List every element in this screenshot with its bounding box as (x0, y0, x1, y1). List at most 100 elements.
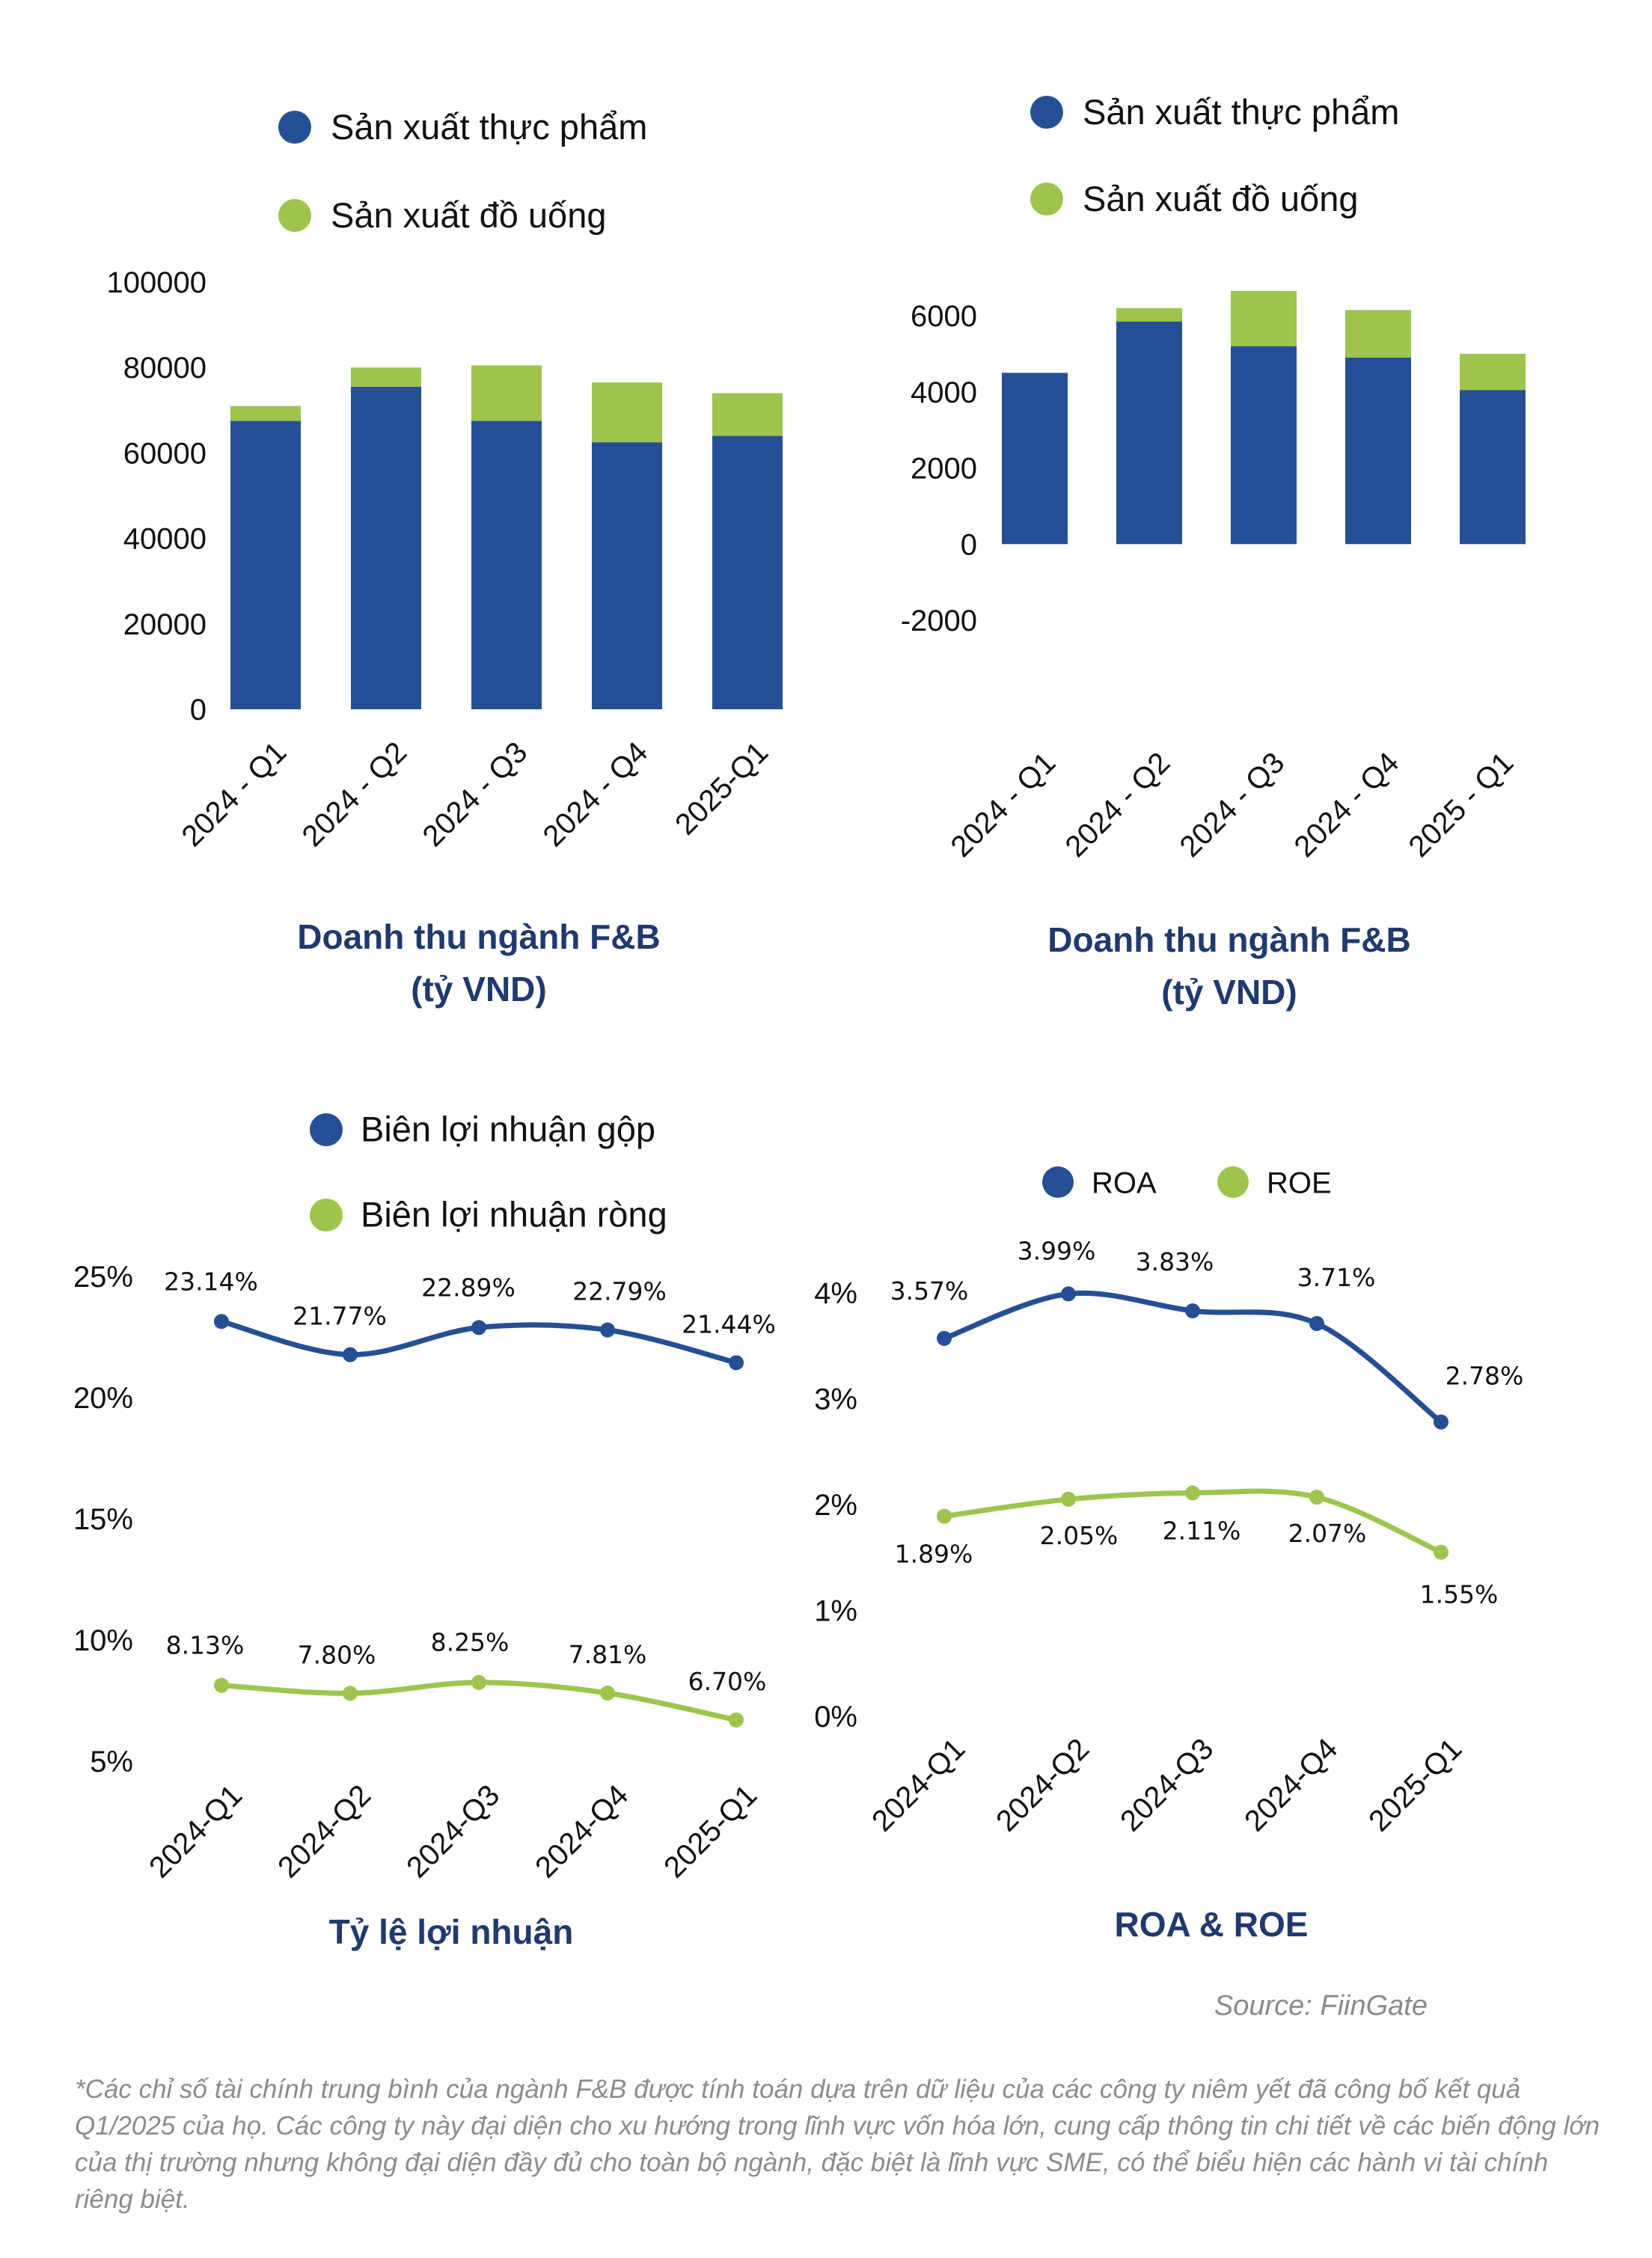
bar-beverage-5 (712, 393, 783, 436)
legend-marker-beverage (278, 199, 311, 232)
y-tick-label: 5% (90, 1745, 133, 1778)
y-tick-label: 4000 (911, 376, 977, 409)
data-point-roe (937, 1508, 952, 1524)
data-label-roa: 3.83% (1136, 1247, 1214, 1276)
food-beverage-revenue-chart-right: Sản xuất thực phẩm Sản xuất đồ uống -2000 0… (901, 92, 1526, 1012)
data-label-gross-margin: 22.89% (421, 1273, 516, 1302)
bar-food-4 (1345, 357, 1411, 545)
bar-beverage-2 (1116, 308, 1182, 322)
bar-food-3 (471, 420, 542, 709)
food-beverage-revenue-chart-left: Sản xuất thực phẩm Sản xuất đồ uống 0 20000… (107, 107, 783, 1009)
x-tick-label: 2025-Q1 (1362, 1732, 1468, 1838)
y-tick-label: -2000 (901, 605, 977, 637)
legend-marker-food (1030, 96, 1063, 129)
data-point-gross-margin (214, 1314, 229, 1330)
chart-subtitle: (tỷ VND) (411, 970, 546, 1009)
data-label-net-margin: 6.70% (688, 1667, 767, 1696)
legend-label-food: Sản xuất thực phẩm (1083, 92, 1399, 132)
data-point-roa (1434, 1414, 1448, 1430)
data-point-roe (1434, 1544, 1448, 1560)
legend-marker-food (278, 111, 311, 144)
bar-beverage-3 (1231, 290, 1297, 346)
bar-food-5 (1460, 390, 1526, 545)
bar-beverage-4 (1345, 310, 1411, 358)
bar-beverage-3 (471, 365, 542, 421)
bar-food-5 (712, 435, 783, 709)
bar-food-2 (351, 386, 421, 709)
y-tick-label: 3% (814, 1383, 857, 1416)
y-tick-label: 4% (814, 1277, 857, 1310)
legend-label-food: Sản xuất thực phẩm (331, 107, 647, 147)
roa-roe-chart: ROA ROE 0% 1% 2% 3% 4% 3.57% 3.99% 3.83% 3.71% 2.78… (814, 1166, 1523, 1944)
legend-marker-roe (1217, 1166, 1249, 1198)
y-tick-label: 2% (814, 1489, 857, 1522)
data-point-net-margin (343, 1686, 358, 1701)
legend-marker-net-margin (310, 1199, 343, 1232)
x-tick-label: 2024-Q4 (1238, 1732, 1344, 1838)
legend-marker-gross-margin (310, 1113, 343, 1146)
data-label-gross-margin: 21.44% (682, 1309, 776, 1338)
y-tick-label: 6000 (911, 300, 977, 333)
y-tick-label: 60000 (123, 437, 206, 470)
chart-title: Doanh thu ngành F&B (297, 917, 660, 956)
bar-food-2 (1116, 321, 1182, 545)
y-tick-label: 0% (814, 1701, 857, 1734)
chart-subtitle: (tỷ VND) (1161, 973, 1297, 1012)
data-point-roa (1185, 1303, 1200, 1319)
chart-title: Tỷ lệ lợi nhuận (329, 1912, 574, 1951)
y-tick-label: 0 (190, 694, 206, 726)
y-tick-label: 25% (73, 1261, 133, 1294)
data-label-roe: 2.05% (1040, 1521, 1119, 1550)
data-point-net-margin (214, 1677, 229, 1693)
x-tick-label: 2024-Q3 (1114, 1732, 1220, 1838)
data-label-gross-margin: 23.14% (164, 1267, 258, 1296)
data-point-net-margin (600, 1685, 615, 1701)
bar-beverage-2 (351, 367, 421, 387)
data-point-gross-margin (343, 1347, 358, 1362)
data-point-roe (1309, 1490, 1324, 1505)
y-tick-label: 20% (73, 1382, 133, 1415)
data-point-roa (1309, 1316, 1324, 1332)
data-label-roe: 2.07% (1288, 1519, 1367, 1548)
data-label-roe: 2.11% (1163, 1516, 1241, 1545)
data-label-gross-margin: 22.79% (572, 1277, 667, 1306)
chart-title: Doanh thu ngành F&B (1047, 920, 1410, 959)
data-label-net-margin: 8.13% (166, 1631, 245, 1660)
data-point-roa (937, 1330, 952, 1346)
data-label-roa: 3.57% (890, 1276, 969, 1306)
legend-label-roe: ROE (1267, 1167, 1332, 1200)
y-tick-label: 2000 (911, 453, 977, 486)
data-label-roa: 3.71% (1297, 1263, 1376, 1292)
data-point-net-margin (729, 1712, 744, 1728)
data-point-gross-margin (600, 1322, 615, 1338)
data-label-net-margin: 7.81% (569, 1640, 647, 1669)
data-point-net-margin (471, 1674, 486, 1690)
legend-marker-roa (1042, 1166, 1074, 1198)
bar-food-1 (230, 420, 301, 709)
data-label-roe: 1.89% (895, 1540, 973, 1569)
y-tick-label: 80000 (123, 352, 206, 385)
y-tick-label: 0 (961, 528, 977, 561)
y-tick-label: 10% (73, 1624, 133, 1657)
bar-beverage-1 (230, 406, 301, 421)
profit-margin-chart: Biên lợi nhuận gộp Biên lợi nhuận ròng 5% 1… (73, 1109, 776, 1951)
y-tick-label: 1% (814, 1595, 857, 1628)
data-point-gross-margin (729, 1355, 744, 1371)
bar-food-3 (1231, 346, 1297, 545)
source-note: Source: FiinGate (1214, 1990, 1428, 2022)
data-label-gross-margin: 21.77% (293, 1302, 387, 1331)
bar-food-1 (1002, 373, 1068, 545)
y-tick-label: 15% (73, 1503, 133, 1536)
bar-food-4 (592, 442, 662, 709)
legend-label-beverage: Sản xuất đồ uống (1083, 179, 1358, 218)
data-label-net-margin: 8.25% (431, 1628, 510, 1657)
y-tick-label: 40000 (123, 523, 206, 556)
y-tick-label: 20000 (123, 608, 206, 641)
footnote: *Các chỉ số tài chính trung bình của ngà… (75, 2075, 1600, 2214)
data-label-roa: 3.99% (1018, 1236, 1096, 1265)
data-label-roe: 1.55% (1420, 1580, 1499, 1609)
data-label-net-margin: 7.80% (298, 1640, 376, 1669)
chart-title: ROA & ROE (1115, 1905, 1309, 1944)
data-point-roe (1185, 1485, 1200, 1501)
legend-label-roa: ROA (1092, 1167, 1157, 1200)
